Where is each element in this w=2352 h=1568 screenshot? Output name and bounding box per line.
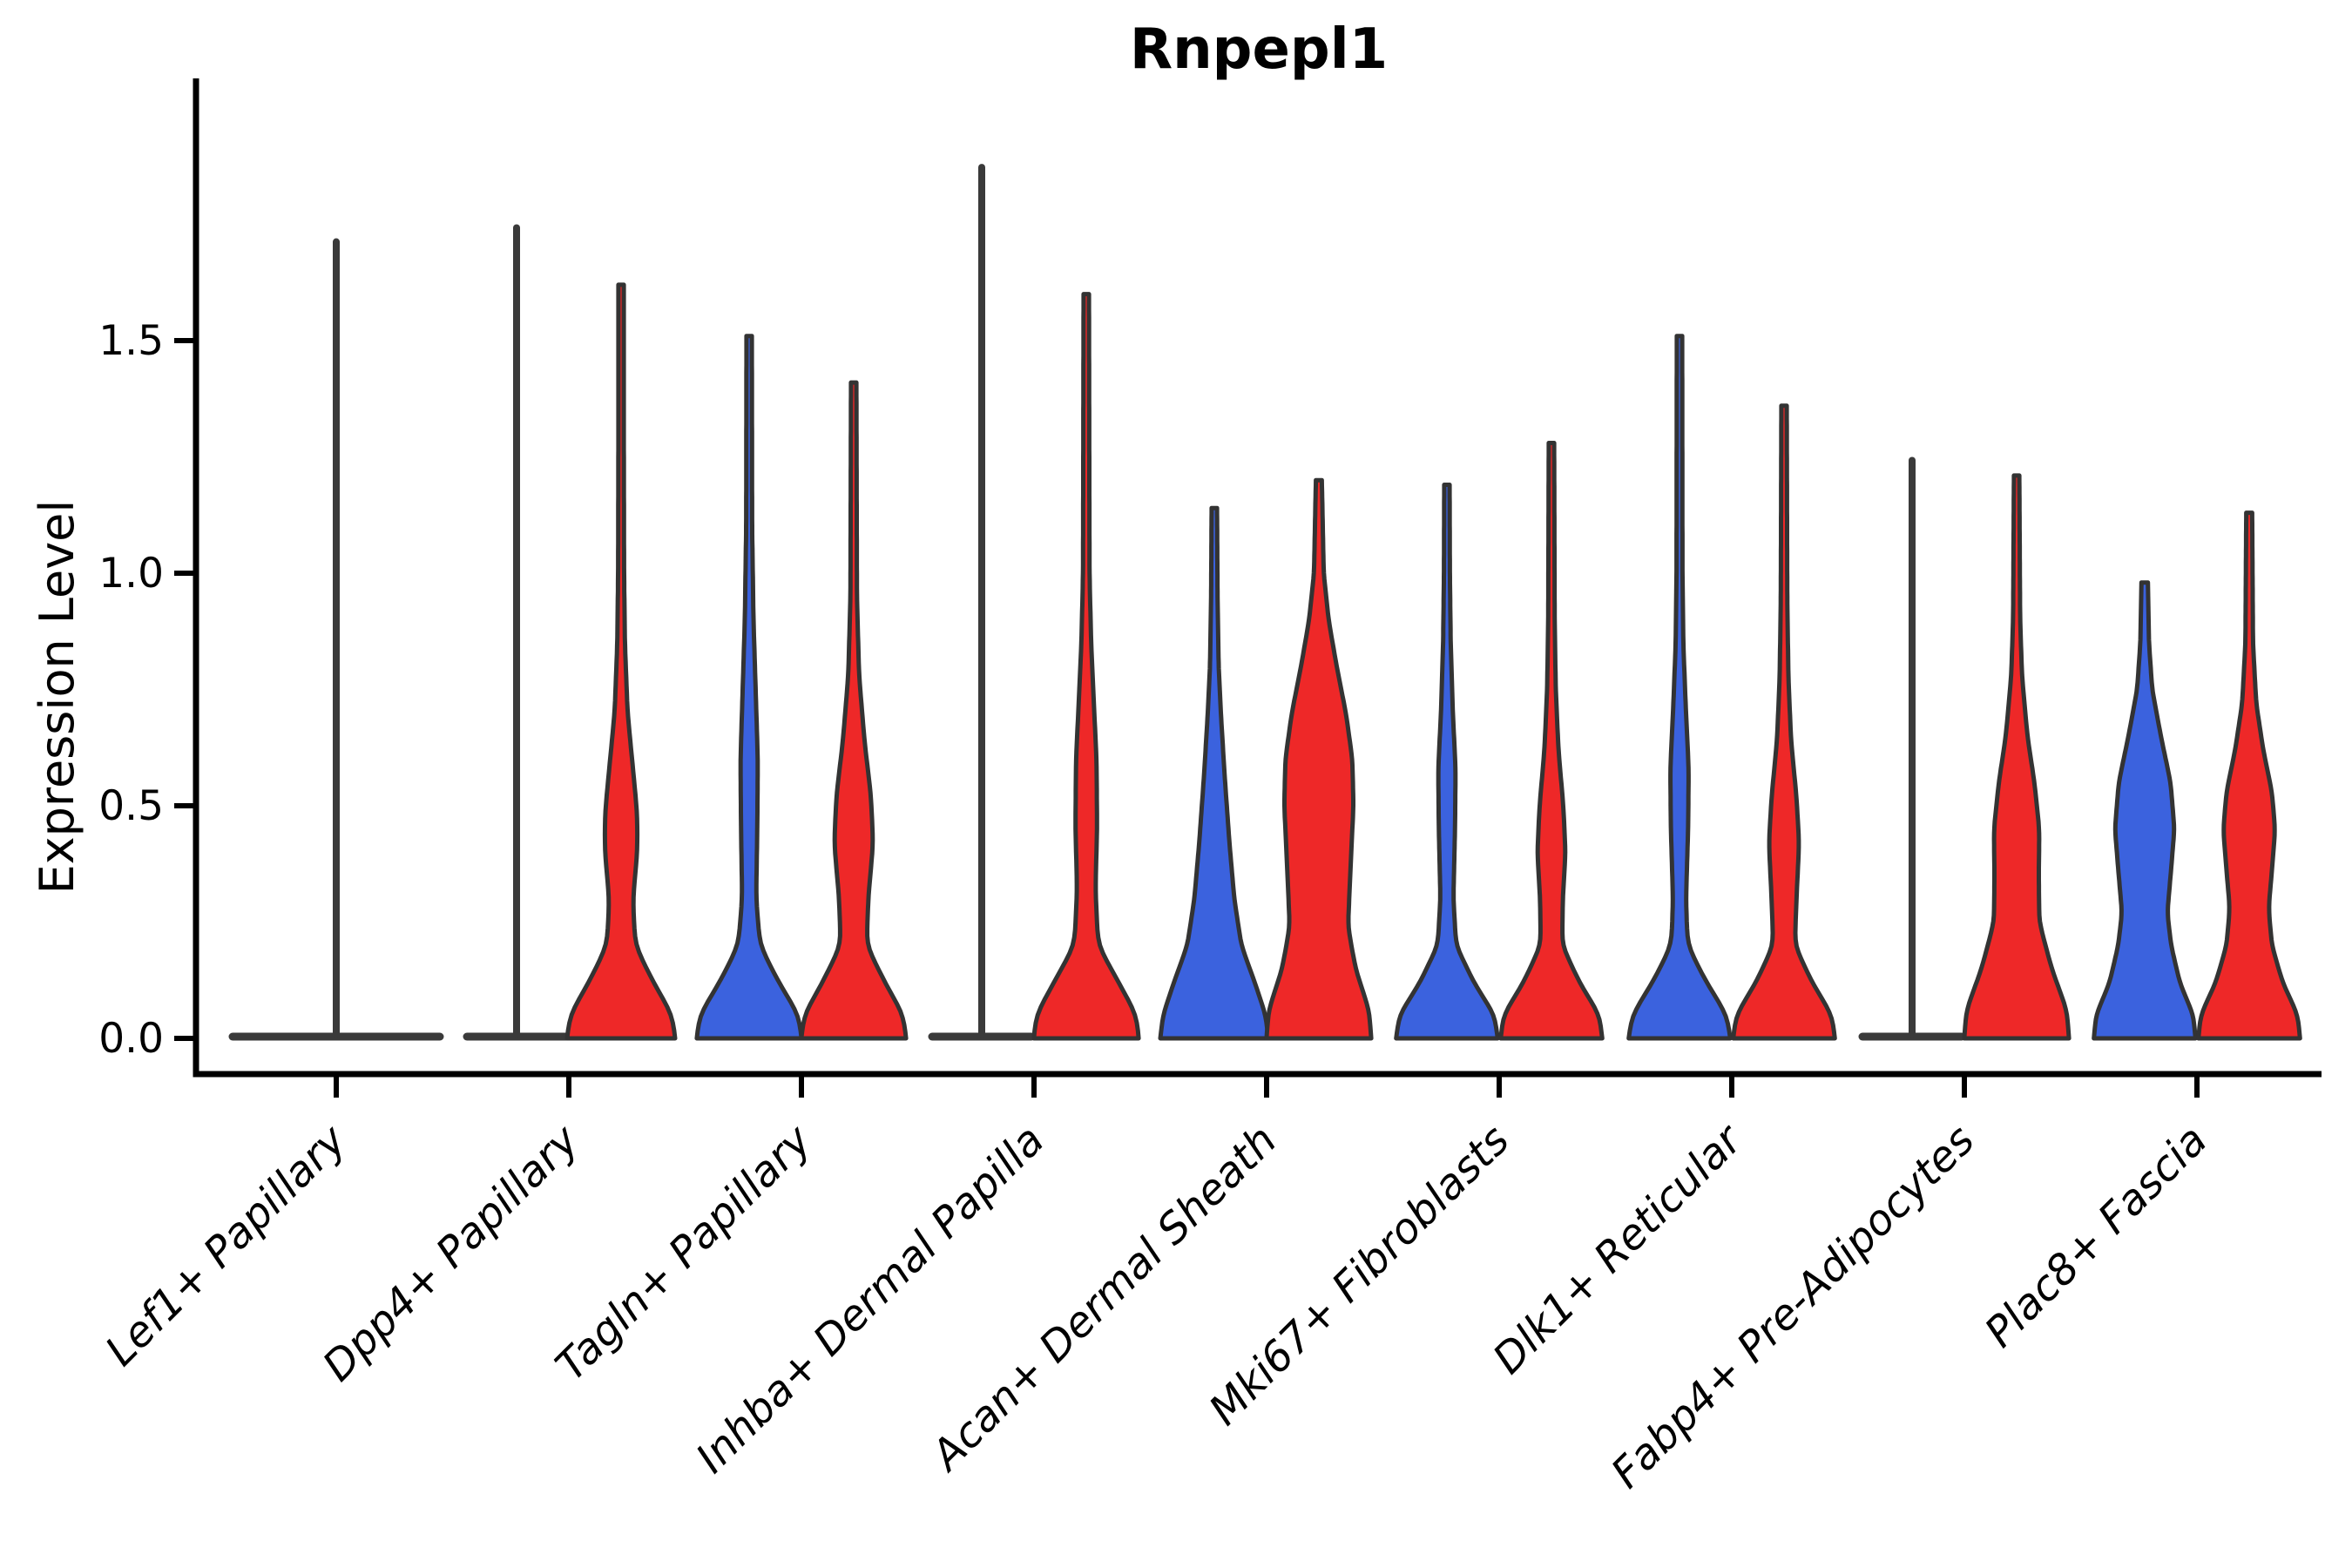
y-axis-label: Expression Level <box>30 500 84 895</box>
violin-tagln-papillary-right <box>799 380 909 1041</box>
chart-title: Rnpepl1 <box>1130 17 1388 82</box>
violin-mki67-fibroblasts-right <box>1498 441 1605 1041</box>
violin-body <box>1962 473 2072 1041</box>
violin-dpp4-papillary-right <box>564 282 678 1041</box>
x-tick-label-dlk1-reticular: Dlk1+ Reticular <box>1484 1114 1754 1384</box>
y-ticks: 0.0 0.5 1.0 1.5 <box>98 317 193 1063</box>
x-tick-label-tagln-papillary: Tagln+ Papillary <box>546 1115 821 1390</box>
violin-body <box>1498 441 1605 1041</box>
violin-inhba-dermal-papilla-left <box>928 164 1036 1041</box>
violin-body <box>1731 403 1837 1041</box>
violin-acan-dermal-sheath-left <box>1158 505 1271 1041</box>
violin-dlk1-reticular-left <box>1626 334 1733 1041</box>
y-tick-label: 0.0 <box>98 1015 164 1063</box>
x-tick-label-plac8-fascia: Plac8+ Fascia <box>1976 1116 2217 1357</box>
violin-fabp4-pre-adipocytes-right <box>1962 473 2072 1041</box>
axes-layer <box>193 78 2322 1078</box>
x-tick-label-dpp4-papillary: Dpp4+ Papillary <box>314 1115 589 1390</box>
violin-dlk1-reticular-right <box>1731 403 1837 1041</box>
y-tick-label: 1.5 <box>98 317 164 365</box>
violin-body <box>2092 580 2198 1041</box>
violin-acan-dermal-sheath-right <box>1264 477 1374 1041</box>
violin-body <box>2196 510 2302 1041</box>
violin-body <box>1158 505 1271 1041</box>
violin-body <box>564 282 678 1041</box>
violin-body <box>1264 477 1374 1041</box>
violin-plac8-fascia-left <box>2092 580 2198 1041</box>
violin-lef1-papillary-center <box>228 238 444 1041</box>
violin-inhba-dermal-papilla-right <box>1031 292 1141 1041</box>
violin-body <box>1394 483 1500 1041</box>
violin-tagln-papillary-left <box>694 334 804 1041</box>
y-tick-label: 1.0 <box>98 550 164 598</box>
violins-layer <box>228 164 2302 1041</box>
violin-body <box>1626 334 1733 1041</box>
y-tick-label: 0.5 <box>98 782 164 830</box>
violin-fabp4-pre-adipocytes-left <box>1858 456 1966 1041</box>
violin-dpp4-papillary-left <box>463 224 571 1041</box>
violin-plac8-fascia-right <box>2196 510 2302 1041</box>
violin-body <box>694 334 804 1041</box>
violin-body <box>799 380 909 1041</box>
violin-body <box>1031 292 1141 1041</box>
violin-mki67-fibroblasts-left <box>1394 483 1500 1041</box>
x-tick-label-lef1-papillary: Lef1+ Papillary <box>96 1115 356 1375</box>
